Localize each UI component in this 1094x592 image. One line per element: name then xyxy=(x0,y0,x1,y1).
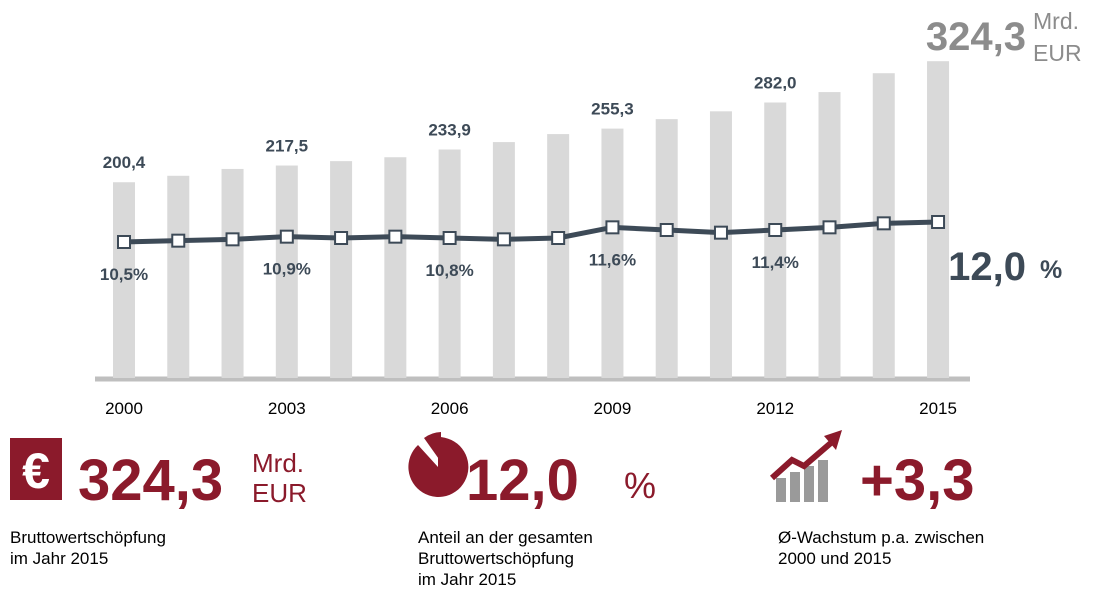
line-marker xyxy=(768,223,783,237)
line-marker xyxy=(713,225,728,240)
x-tick-label: 2000 xyxy=(105,399,143,418)
line-value-label: 10,5% xyxy=(100,265,148,284)
kpi-caption: Ø-Wachstum p.a. zwischen xyxy=(778,528,984,547)
line-marker xyxy=(225,232,240,247)
line-last-value-label: 12,0 xyxy=(948,245,1026,289)
bar-value-label: 200,4 xyxy=(103,153,146,172)
bar xyxy=(113,182,135,378)
bar-value-label: 282,0 xyxy=(754,74,797,93)
line-marker xyxy=(496,232,511,247)
line-marker xyxy=(171,233,186,248)
bar xyxy=(818,92,841,378)
line-marker xyxy=(822,220,837,235)
kpi-caption: im Jahr 2015 xyxy=(418,570,516,589)
euro-icon: € xyxy=(10,438,62,500)
line-marker xyxy=(442,231,457,245)
growth-icon xyxy=(769,430,842,502)
line-marker xyxy=(876,216,891,231)
line-value-label: 11,6% xyxy=(589,250,636,269)
line-marker xyxy=(334,231,349,245)
bar xyxy=(601,128,624,378)
kpi-caption: im Jahr 2015 xyxy=(10,549,108,568)
bar xyxy=(709,111,732,379)
x-tick-label: 2003 xyxy=(268,399,306,418)
kpi-caption: Bruttowertschöpfung xyxy=(10,528,166,547)
line xyxy=(123,219,939,245)
line-marker xyxy=(605,220,620,235)
kpi-value: 12,0 xyxy=(466,448,579,513)
bar xyxy=(764,102,787,378)
line-marker xyxy=(551,231,566,245)
bar xyxy=(221,168,244,378)
x-tick-label: 2012 xyxy=(756,399,794,418)
bar xyxy=(275,165,298,378)
line-marker xyxy=(279,229,294,244)
bar xyxy=(655,119,678,378)
kpi-unit: EUR xyxy=(252,478,307,508)
svg-text:€: € xyxy=(22,443,50,499)
line-marker xyxy=(388,229,403,244)
x-tick-label: 2006 xyxy=(431,399,469,418)
kpi-unit: % xyxy=(624,465,656,506)
bar xyxy=(167,175,190,378)
kpi-caption: Anteil an der gesamten xyxy=(418,528,593,547)
line-unit: % xyxy=(1040,256,1062,284)
kpi-caption: Bruttowertschöpfung xyxy=(418,549,574,568)
x-tick-label: 2009 xyxy=(594,399,632,418)
bar xyxy=(438,149,461,378)
bar-last-value-label: 324,3 xyxy=(926,15,1026,59)
line-value-label: 10,9% xyxy=(263,260,311,279)
line-marker xyxy=(117,235,131,249)
bar xyxy=(492,142,515,378)
kpi-unit: Mrd. xyxy=(252,448,304,478)
bar-value-label: 217,5 xyxy=(266,137,309,156)
kpi-caption: 2000 und 2015 xyxy=(778,549,891,568)
bar-unit: EUR xyxy=(1033,40,1082,66)
bar xyxy=(547,134,570,378)
x-tick-label: 2015 xyxy=(919,399,957,418)
line-marker xyxy=(659,223,674,237)
line-value-label: 11,4% xyxy=(752,253,799,272)
bar-value-label: 233,9 xyxy=(428,121,471,140)
bar xyxy=(384,157,407,378)
bar-value-label: 255,3 xyxy=(591,100,634,119)
pie-icon xyxy=(408,432,469,497)
bar xyxy=(330,161,353,378)
kpi-value: +3,3 xyxy=(860,448,975,513)
line-marker xyxy=(931,215,946,229)
bar-unit: Mrd. xyxy=(1033,8,1079,34)
kpi-value: 324,3 xyxy=(78,448,223,513)
line-value-label: 10,8% xyxy=(426,261,474,280)
